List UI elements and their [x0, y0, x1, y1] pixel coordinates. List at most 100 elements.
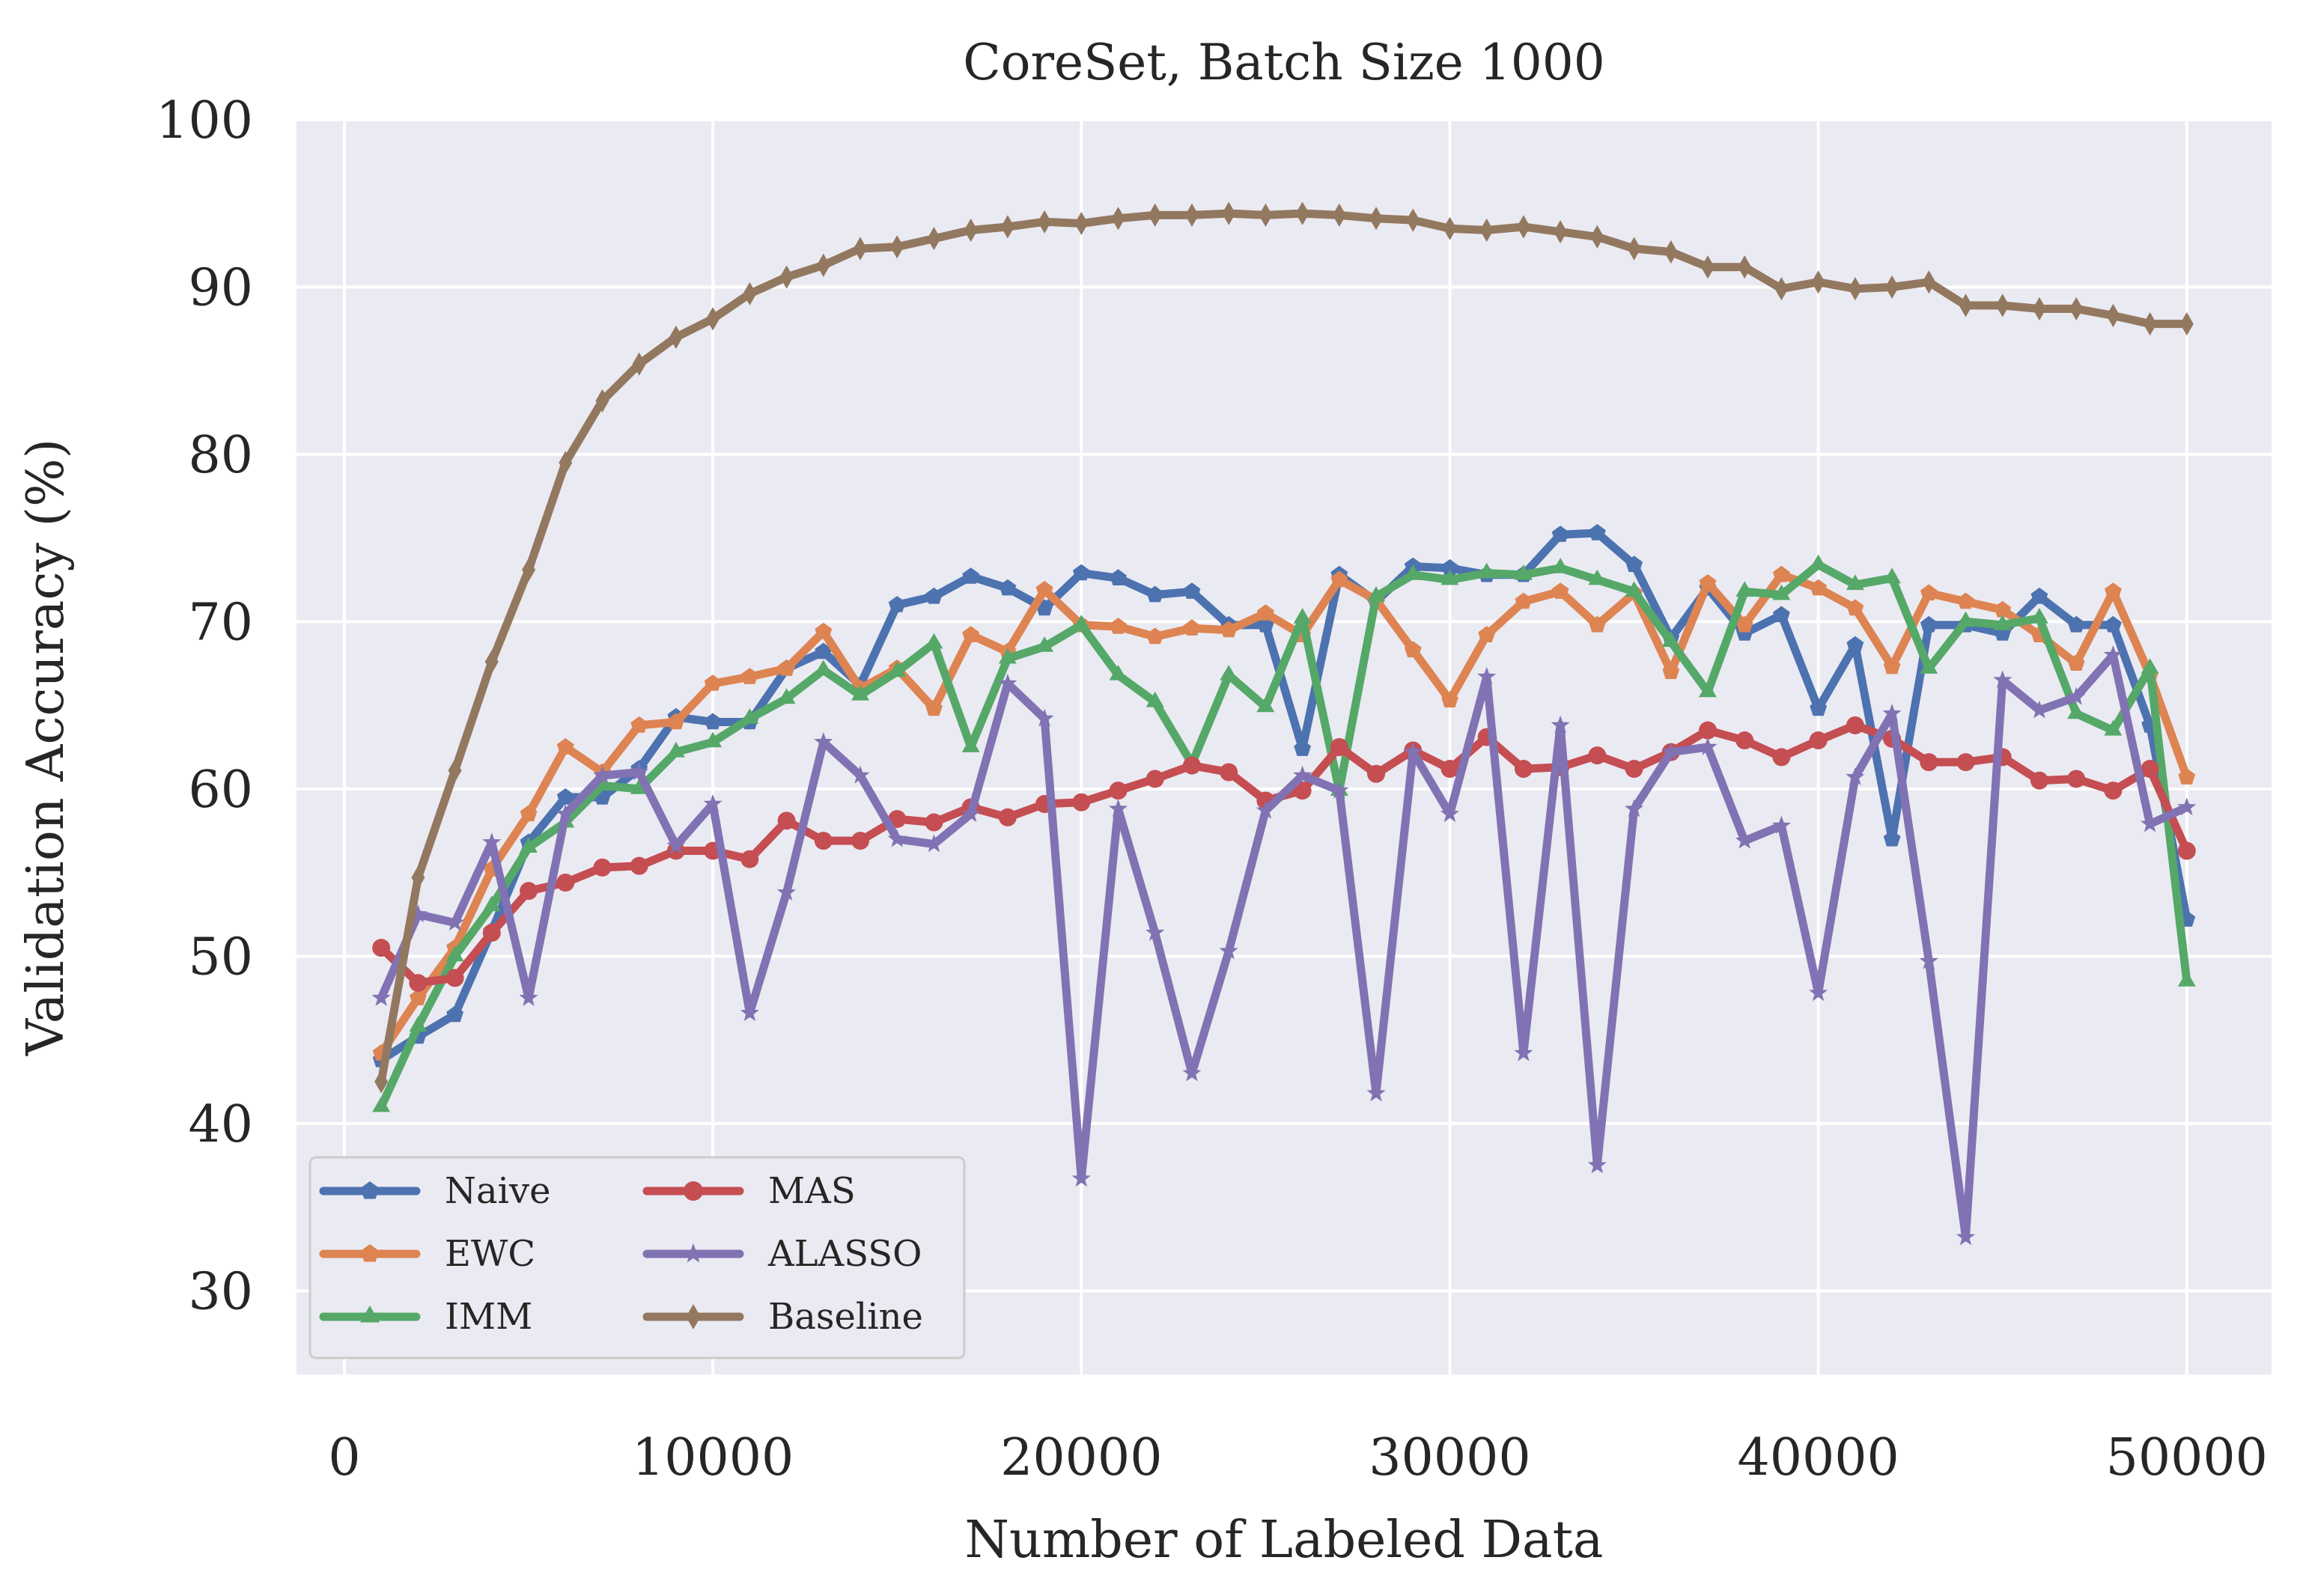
- y-tick-label: 80: [188, 426, 253, 485]
- series-alasso: [371, 645, 2197, 1246]
- data-point-imm: [482, 895, 501, 912]
- data-point-ewc: [1662, 663, 1680, 680]
- data-point-naive: [704, 713, 722, 730]
- data-point-baseline: [1516, 215, 1530, 239]
- data-point-mas: [1809, 731, 1828, 750]
- data-point-ewc: [1404, 641, 1422, 658]
- y-tick-label: 70: [188, 593, 253, 652]
- data-point-alasso: [1882, 704, 1902, 722]
- data-point-baseline: [1479, 218, 1494, 243]
- legend-swatch-marker: [684, 1181, 703, 1201]
- legend-label: EWC: [445, 1233, 535, 1275]
- data-point-alasso: [1182, 1063, 1202, 1082]
- data-point-imm: [409, 1016, 428, 1032]
- data-point-ewc: [1551, 582, 1569, 599]
- data-point-imm: [1367, 586, 1385, 602]
- data-point-imm: [851, 684, 869, 701]
- data-point-baseline: [2179, 312, 2194, 336]
- data-point-baseline: [1738, 255, 1752, 279]
- data-point-imm: [1846, 574, 1864, 591]
- data-point-ewc: [1846, 599, 1864, 616]
- data-point-imm: [2177, 971, 2196, 987]
- data-point-baseline: [1000, 215, 1014, 239]
- data-point-ewc: [1220, 621, 1238, 638]
- data-point-alasso: [1771, 815, 1791, 834]
- data-point-ewc: [1810, 579, 1828, 596]
- data-point-imm: [1220, 665, 1238, 680]
- legend-label: ALASSO: [767, 1233, 922, 1275]
- data-point-naive: [1625, 555, 1643, 573]
- data-point-imm: [1477, 562, 1496, 579]
- data-point-naive: [1183, 582, 1201, 599]
- data-point-mas: [1625, 760, 1643, 779]
- legend-swatch-marker: [360, 1306, 380, 1323]
- data-point-mas: [1514, 760, 1533, 779]
- data-point-naive: [1072, 564, 1090, 581]
- data-point-naive: [2030, 587, 2048, 604]
- data-point-baseline: [1922, 270, 1936, 294]
- data-point-imm: [1551, 558, 1570, 573]
- legend-label: Baseline: [768, 1296, 923, 1338]
- data-point-alasso: [1551, 715, 1570, 734]
- data-point-ewc: [925, 699, 943, 716]
- data-point-alasso: [1366, 1083, 1386, 1102]
- data-point-alasso: [1846, 767, 1865, 785]
- data-point-alasso: [1219, 941, 1238, 960]
- data-point-baseline: [1774, 277, 1789, 301]
- data-point-mas: [777, 811, 796, 830]
- data-point-imm: [961, 737, 980, 752]
- data-point-baseline: [816, 253, 830, 277]
- legend-label: IMM: [445, 1296, 532, 1338]
- data-point-alasso: [887, 829, 907, 847]
- data-point-mas: [998, 808, 1017, 826]
- data-point-naive: [925, 587, 943, 604]
- data-point-mas: [556, 874, 575, 892]
- data-point-imm: [520, 837, 538, 853]
- data-point-alasso: [1440, 804, 1459, 823]
- data-point-mas: [851, 832, 870, 850]
- data-point-naive: [446, 1005, 463, 1023]
- data-point-alasso: [1993, 670, 2012, 689]
- data-point-alasso: [777, 883, 797, 901]
- data-point-naive: [1110, 569, 1127, 585]
- data-point-baseline: [964, 218, 978, 243]
- data-point-imm: [1699, 681, 1717, 698]
- data-point-ewc: [1994, 600, 2012, 618]
- data-point-mas: [2177, 841, 2196, 860]
- data-point-alasso: [519, 988, 538, 1006]
- data-point-baseline: [1627, 237, 1641, 261]
- tick-labels: 0 10000 20000 30000 40000 50000 30 40 50 60 70 80 90…: [156, 91, 2268, 1487]
- data-point-ewc: [704, 674, 722, 691]
- data-point-imm: [2067, 703, 2086, 719]
- data-point-ewc: [1257, 604, 1274, 621]
- data-point-alasso: [1809, 983, 1828, 1002]
- data-point-ewc: [2067, 654, 2085, 671]
- data-point-alasso: [2103, 645, 2123, 663]
- data-point-imm: [1920, 658, 1938, 674]
- data-point-alasso: [961, 804, 981, 823]
- series-line-ewc: [377, 570, 2191, 1058]
- data-point-mas: [2067, 770, 2086, 788]
- data-point-imm: [740, 708, 759, 724]
- x-tick-label: 40000: [1737, 1428, 1899, 1487]
- legend-swatch-marker: [686, 1304, 701, 1330]
- data-point-imm: [1404, 564, 1423, 580]
- data-point-mas: [814, 832, 833, 850]
- data-point-ewc: [1330, 570, 1348, 588]
- legend-swatch-marker: [360, 1244, 380, 1262]
- data-point-alasso: [1661, 742, 1681, 761]
- data-point-baseline: [2032, 296, 2046, 321]
- data-point-imm: [888, 661, 907, 677]
- data-point-alasso: [1330, 780, 1349, 799]
- data-point-alasso: [1587, 1155, 1607, 1174]
- data-point-imm: [1883, 567, 1901, 584]
- data-point-imm: [998, 648, 1017, 664]
- data-point-imm: [2030, 608, 2048, 624]
- data-point-baseline: [1443, 216, 1457, 240]
- data-point-mas: [1293, 782, 1312, 800]
- data-point-imm: [593, 775, 612, 791]
- data-point-mas: [2104, 782, 2123, 800]
- data-point-baseline: [484, 650, 499, 674]
- data-point-baseline: [2069, 296, 2084, 321]
- data-point-naive: [556, 788, 574, 805]
